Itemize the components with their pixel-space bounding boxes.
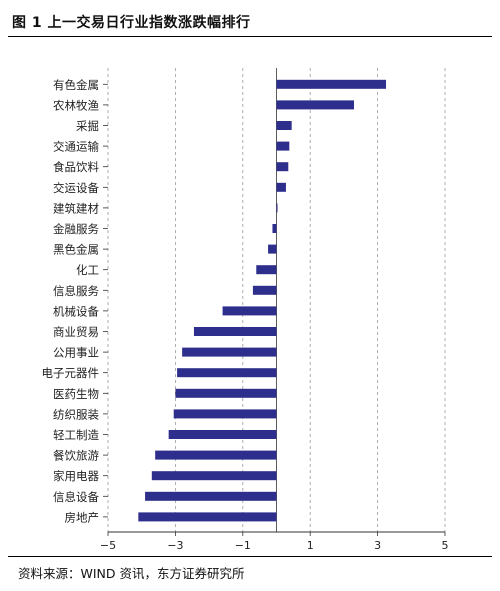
figure-title: 图 1 上一交易日行业指数涨跌幅排行 [12, 15, 251, 31]
category-label: 机械设备 [53, 304, 99, 318]
bar [276, 162, 289, 172]
category-label: 房地产 [65, 510, 100, 524]
category-label: 化工 [76, 263, 99, 277]
bar [173, 409, 277, 419]
x-tick-label: 3 [374, 539, 381, 550]
category-label: 黑色金属 [53, 243, 99, 257]
bar [276, 121, 292, 130]
x-tick-label: −3 [167, 539, 183, 550]
category-labels: 有色金属农林牧渔采掘交通运输食品饮料交运设备建筑建材金融服务黑色金属化工信息服务… [42, 78, 108, 524]
source-note: 资料来源：WIND 资讯，东方证券研究所 [18, 566, 245, 581]
bar [268, 244, 277, 254]
bar [151, 471, 277, 481]
bar [276, 203, 278, 213]
category-label: 餐饮旅游 [53, 449, 99, 463]
bar [193, 327, 277, 336]
category-label: 建筑建材 [53, 201, 99, 215]
bar [252, 285, 277, 295]
bar [276, 100, 355, 110]
bar [155, 450, 277, 460]
category-label: 食品饮料 [53, 160, 99, 174]
bar [276, 141, 290, 151]
source-bar: 资料来源：WIND 资讯，东方证券研究所 [8, 556, 492, 587]
bar [145, 491, 277, 501]
category-label: 纺织服装 [53, 407, 99, 421]
category-label: 采掘 [76, 119, 99, 133]
bars [138, 79, 387, 522]
bar [272, 224, 277, 233]
x-tick-label: 1 [307, 539, 314, 550]
category-label: 医药生物 [53, 387, 99, 401]
bar-chart: 有色金属农林牧渔采掘交通运输食品饮料交运设备建筑建材金融服务黑色金属化工信息服务… [42, 68, 449, 550]
category-label: 信息服务 [53, 284, 99, 298]
bar [222, 306, 277, 316]
bar [177, 368, 277, 378]
category-label: 电子元器件 [42, 366, 100, 380]
category-label: 公用事业 [53, 346, 99, 360]
category-label: 农林牧渔 [53, 98, 99, 112]
title-bar: 图 1 上一交易日行业指数涨跌幅排行 [8, 6, 492, 37]
category-label: 家用电器 [53, 469, 99, 483]
bar [175, 388, 277, 398]
bar [276, 182, 286, 192]
bar [182, 347, 277, 357]
category-label: 交运设备 [53, 181, 99, 195]
category-label: 有色金属 [53, 78, 99, 92]
category-label: 金融服务 [53, 222, 99, 236]
x-axis: −5 −3 −1 1 3 5 [100, 531, 449, 550]
x-tick-label: −5 [100, 539, 116, 550]
x-tick-label: 5 [442, 539, 449, 550]
bar [168, 430, 277, 439]
category-label: 商业贸易 [53, 325, 99, 339]
category-label: 轻工制造 [53, 428, 99, 442]
bar [138, 512, 277, 522]
bar [276, 79, 387, 89]
chart-area: 有色金属农林牧渔采掘交通运输食品饮料交运设备建筑建材金融服务黑色金属化工信息服务… [0, 40, 500, 550]
category-label: 交通运输 [53, 140, 99, 154]
bar [256, 265, 277, 275]
x-tick-label: −1 [235, 539, 251, 550]
category-label: 信息设备 [53, 490, 99, 504]
grid-lines [107, 68, 446, 532]
